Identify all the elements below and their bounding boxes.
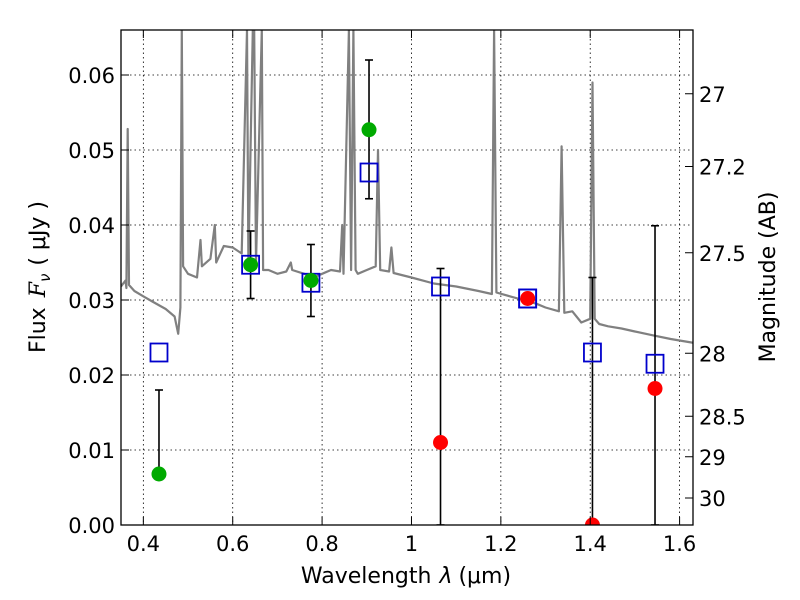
grid [121,30,693,525]
model-photometry-square [518,288,538,309]
y-tick-label: 0.04 [68,214,115,238]
detection-point [151,466,167,482]
detection-point [243,257,259,273]
model-photometry-square [241,254,260,275]
x-tick-label: 1 [405,532,418,556]
model-photometry-square [645,353,665,374]
x-tick-label: 0.6 [216,532,249,556]
x-tick-label: 0.4 [127,532,160,556]
model-photometry-square [431,276,450,297]
y2-tick-label: 27.5 [699,242,746,266]
y-tick-label: 0.03 [68,289,115,313]
x-tick-label: 1.2 [484,532,517,556]
x-tick-label: 1.6 [663,532,696,556]
ticks: 0.4 0.6 0.8 1 1.2 1.4 1.6 0.00 0.01 0.02 0.03 0.04 0… [68,30,746,556]
y-tick-label: 0.00 [68,514,115,538]
right-axis-label: Magnitude (AB) [756,192,781,363]
y-axis-label: FluxFν( μJy ) [26,201,54,353]
y2-tick-label: 27 [699,83,726,107]
model-photometry-square [583,342,602,363]
y-tick-label: 0.02 [68,364,115,388]
model-photometry-square [359,162,379,183]
x-axis-label: Wavelength λ (μm) [301,564,511,589]
y2-tick-label: 28 [699,342,726,366]
upper-limit-point [584,517,600,525]
plot-area [121,30,693,525]
y2-tick-label: 27.2 [699,156,746,180]
detection-point [361,122,377,138]
y-tick-label: 0.05 [68,139,115,163]
y-tick-label: 0.01 [68,439,115,463]
upper-limit-point [433,435,449,450]
x-tick-label: 1.4 [574,532,607,556]
upper-limit-point [647,381,663,396]
y-tick-label: 0.06 [68,64,115,88]
detection-point [303,273,319,288]
upper-limit-point [520,291,536,306]
x-tick-label: 0.8 [305,532,338,556]
axes-frame [120,29,694,526]
model-spectrum-line [121,30,693,344]
y2-tick-label: 28.5 [699,405,746,429]
y2-tick-label: 29 [699,446,726,470]
y2-tick-label: 30 [699,487,726,511]
model-photometry-square [149,342,169,363]
